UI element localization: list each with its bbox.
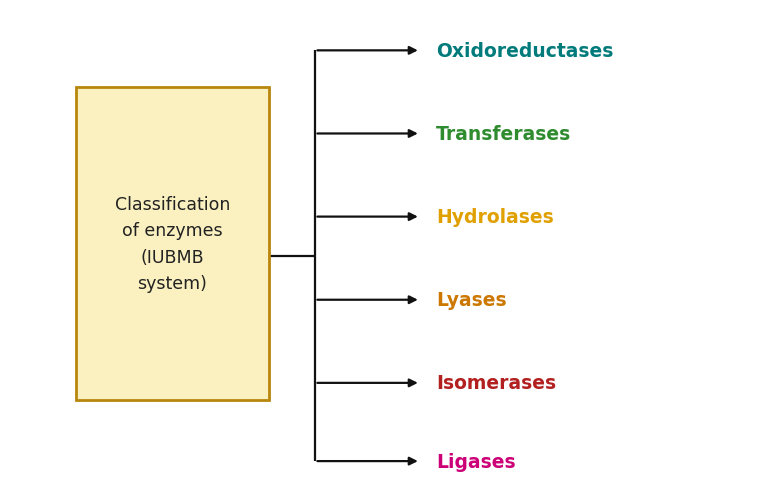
Text: Classification
of enzymes
(IUBMB
system): Classification of enzymes (IUBMB system)	[114, 196, 230, 292]
Text: Oxidoreductases: Oxidoreductases	[436, 42, 613, 61]
Text: Lyases: Lyases	[436, 291, 506, 309]
Text: Transferases: Transferases	[436, 125, 571, 143]
Text: Hydrolases: Hydrolases	[436, 208, 553, 226]
Text: Isomerases: Isomerases	[436, 374, 556, 392]
FancyBboxPatch shape	[76, 88, 269, 400]
Text: Ligases: Ligases	[436, 452, 515, 470]
